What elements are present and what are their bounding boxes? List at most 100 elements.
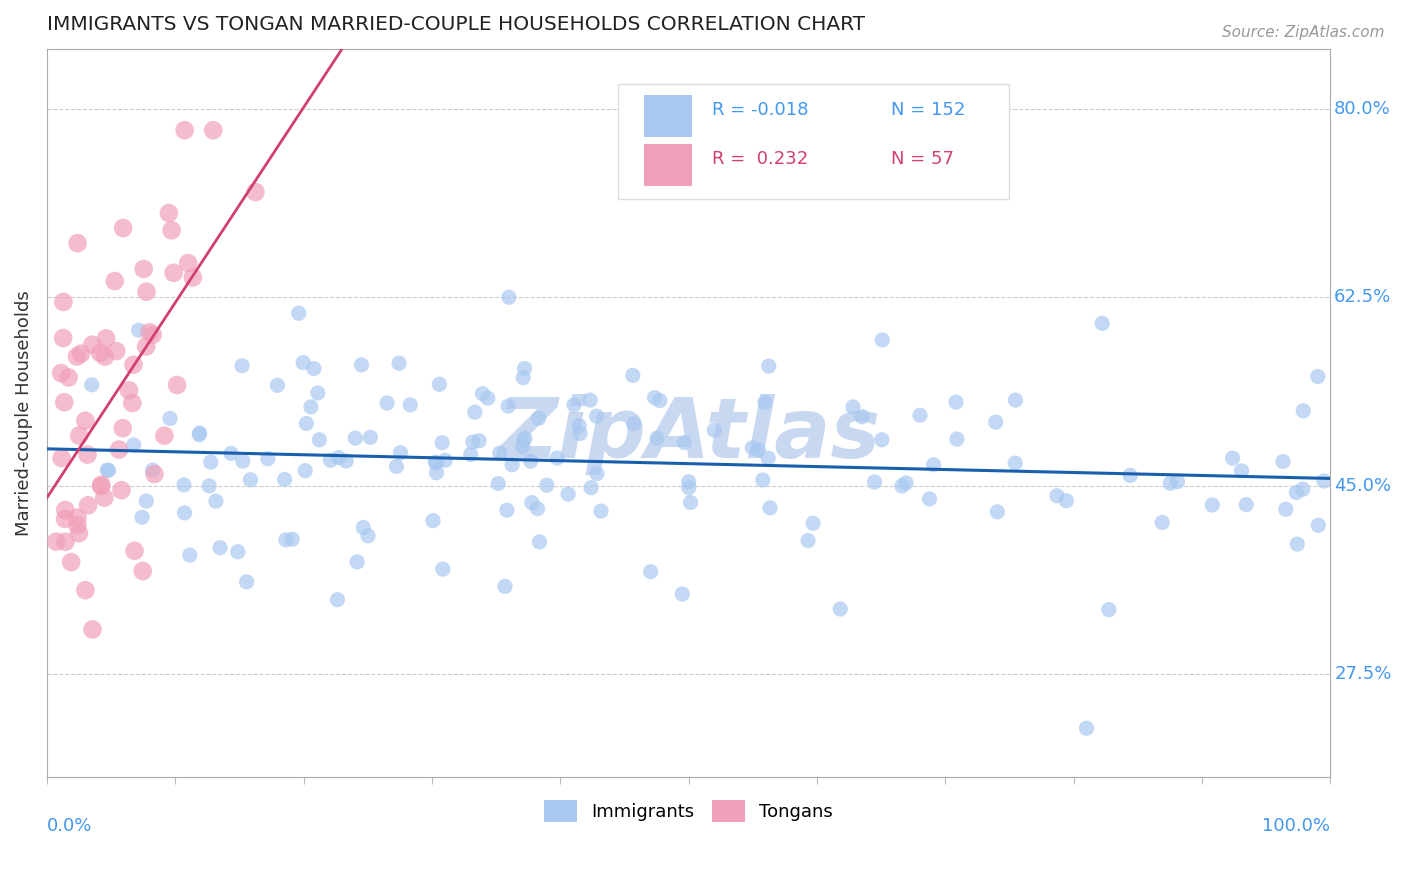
Point (1166, 475, 1188, 489)
Point (104, 274, 127, 288)
Point (66, 510, 89, 524)
Point (159, 411, 181, 425)
Point (589, 504, 612, 518)
Point (67, 428, 90, 442)
Point (460, 447, 482, 461)
Point (946, 432, 969, 446)
Point (513, 431, 536, 445)
Point (1076, 721, 1098, 735)
Point (945, 395, 967, 409)
Point (122, 358, 145, 372)
Point (90, 479, 112, 493)
Point (188, 426, 211, 441)
Point (471, 386, 494, 401)
Point (644, 391, 666, 405)
Point (52, 331, 75, 345)
Point (756, 451, 779, 466)
Point (1292, 404, 1315, 418)
Point (299, 400, 322, 414)
Point (96, 463, 118, 477)
Point (1306, 369, 1329, 384)
Point (143, 467, 166, 481)
Point (135, 494, 157, 508)
Point (890, 479, 912, 493)
Point (758, 359, 780, 373)
Point (621, 368, 644, 383)
Point (1286, 537, 1309, 551)
Point (67, 526, 90, 541)
Point (894, 475, 917, 490)
Point (801, 516, 824, 531)
Point (205, 494, 228, 508)
Text: R =  0.232: R = 0.232 (711, 150, 808, 169)
Point (77, 498, 100, 512)
Point (425, 466, 447, 480)
Point (160, 223, 183, 237)
Point (486, 476, 509, 491)
Point (678, 475, 700, 489)
Point (328, 450, 350, 465)
Point (287, 306, 309, 320)
Point (1230, 464, 1253, 478)
Point (105, 344, 128, 359)
Point (671, 587, 693, 601)
Point (232, 454, 254, 468)
Point (477, 391, 499, 405)
Point (90, 477, 112, 491)
Point (526, 501, 548, 516)
Point (179, 548, 201, 562)
Point (52, 295, 75, 310)
Point (529, 535, 551, 549)
Point (75, 583, 97, 598)
Point (226, 545, 249, 559)
Text: 62.5%: 62.5% (1334, 288, 1392, 306)
Point (245, 185, 267, 199)
Point (128, 323, 150, 337)
Point (741, 441, 763, 455)
Point (1091, 316, 1114, 330)
Point (430, 435, 453, 450)
Point (1201, 498, 1223, 512)
Point (94, 350, 117, 364)
Point (586, 467, 609, 481)
Point (498, 290, 520, 304)
Point (122, 438, 145, 452)
Point (177, 256, 200, 270)
Point (132, 262, 155, 277)
Text: 0.0%: 0.0% (46, 816, 93, 835)
Point (153, 428, 176, 442)
Point (94, 331, 117, 345)
Point (673, 435, 696, 450)
Point (1285, 485, 1308, 500)
Point (256, 451, 278, 466)
Point (319, 453, 342, 467)
Point (142, 463, 165, 477)
Point (352, 520, 374, 534)
Point (163, 266, 186, 280)
Point (273, 472, 295, 486)
Point (569, 426, 592, 441)
Point (188, 427, 211, 442)
FancyBboxPatch shape (619, 84, 1010, 199)
Point (679, 495, 702, 509)
Point (496, 503, 519, 517)
Point (388, 356, 411, 370)
Point (89, 346, 111, 360)
Point (66, 517, 89, 532)
Point (350, 358, 373, 372)
Point (520, 496, 543, 510)
Point (202, 123, 225, 137)
Point (678, 481, 700, 495)
Point (66, 350, 89, 364)
Point (703, 423, 725, 437)
Point (58, 370, 80, 384)
Point (121, 396, 143, 410)
Point (75, 414, 97, 428)
Point (464, 405, 486, 419)
Point (235, 574, 257, 589)
Point (754, 395, 776, 409)
Point (266, 378, 288, 392)
Point (579, 393, 602, 408)
Point (302, 361, 325, 376)
Point (53, 395, 76, 409)
